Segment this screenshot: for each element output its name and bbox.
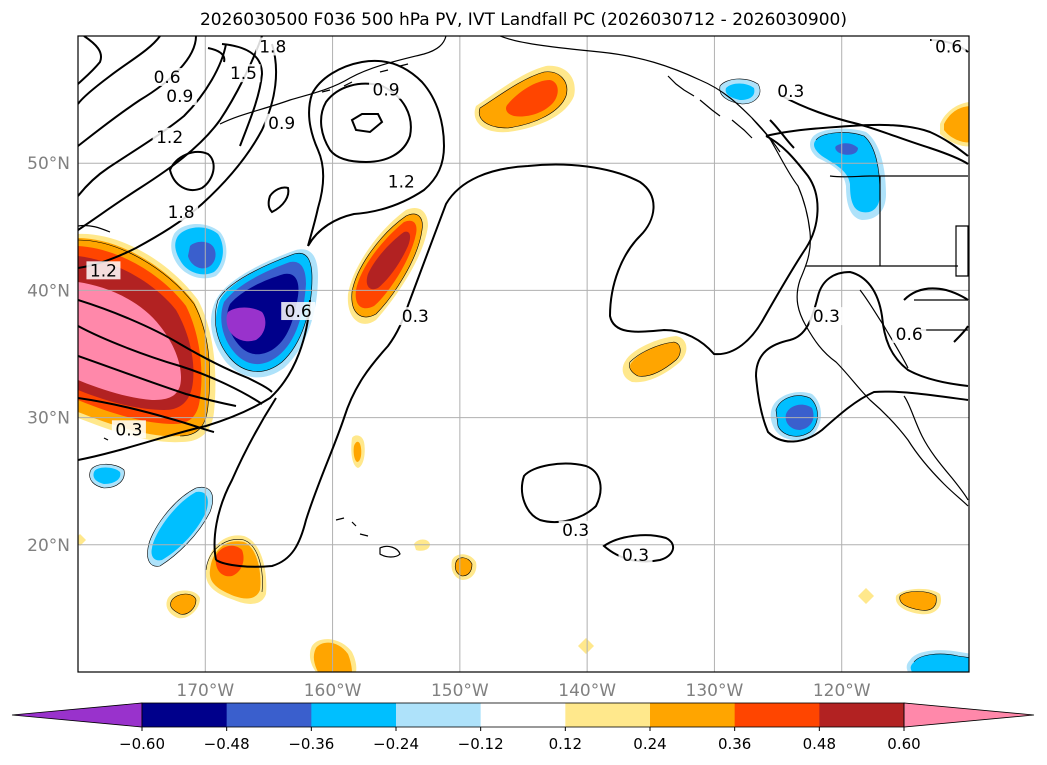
lat-tick-label: 40°N	[27, 281, 70, 301]
pv-label-backdrop	[152, 127, 187, 146]
pv-contour-label: 0.3	[622, 546, 649, 566]
colorbar-segment	[650, 703, 736, 727]
colorbar-tick-label: 0.24	[633, 735, 666, 753]
ivt-negative-blob-north	[171, 223, 227, 279]
colorbar-tick-label: 0.60	[887, 735, 920, 753]
pv-contour-label: 0.3	[402, 307, 429, 327]
pv-label-backdrop	[558, 520, 593, 539]
lon-tick-label: 130°W	[686, 681, 744, 701]
pv-contour-label: 0.6	[896, 325, 923, 345]
colorbar-extend-min	[11, 702, 143, 728]
pv-label-backdrop	[773, 81, 808, 100]
pv-contour-label: 1.8	[259, 37, 286, 57]
pv-label-backdrop	[369, 80, 404, 99]
colorbar-segment	[226, 703, 312, 727]
colorbar-segment	[396, 703, 482, 727]
ivt-positive-band-north	[347, 207, 428, 324]
pv-label-backdrop	[162, 87, 197, 106]
map-frame	[77, 35, 970, 673]
colorbar-segment	[142, 703, 228, 727]
ivt-positive-blob-northeast	[474, 65, 575, 133]
lon-tick-label: 160°W	[304, 681, 362, 701]
lon-tick-label: 170°W	[176, 681, 234, 701]
lat-tick-label: 30°N	[27, 409, 70, 429]
pv-label-backdrop	[892, 324, 927, 343]
pv-contour-label: 1.2	[156, 128, 183, 148]
colorbar-outline	[141, 702, 905, 728]
pv-contour-label: 1.2	[90, 261, 117, 281]
pv-label-backdrop	[398, 307, 433, 326]
colorbar-segment	[734, 703, 820, 727]
colorbar-tick-label: −0.60	[119, 735, 165, 753]
pv-label-backdrop	[618, 546, 653, 565]
colorbar-tick-label: −0.36	[288, 735, 334, 753]
colorbar-tick-label: −0.48	[204, 735, 250, 753]
pv-contour-label: 0.9	[373, 81, 400, 101]
colorbar-segment	[311, 703, 397, 727]
ivt-negative-blob-east	[770, 391, 821, 441]
pv-label-backdrop	[86, 261, 121, 280]
ivt-positive-blob-far-northeast	[940, 102, 969, 147]
pv-contour-label: 0.3	[115, 420, 142, 440]
colorbar-segment	[565, 703, 651, 727]
ivt-small-blobs-south	[78, 435, 969, 672]
pv-contour-label: 1.5	[230, 64, 257, 84]
colorbar-segment	[480, 703, 566, 727]
colorbar-tick-label: −0.12	[458, 735, 504, 753]
pv-contour-label: 0.3	[562, 521, 589, 541]
colorbar-tick-label: −0.24	[373, 735, 419, 753]
pv-contour-label: 1.8	[168, 203, 195, 223]
colorbar-tick-label: 0.36	[718, 735, 751, 753]
colorbar-extend-max	[903, 702, 1035, 728]
lon-tick-label: 150°W	[431, 681, 489, 701]
graticule	[78, 36, 969, 672]
pv-contour-label: 0.9	[166, 87, 193, 107]
coastlines	[78, 36, 969, 558]
lat-tick-label: 20°N	[27, 536, 70, 556]
pv-contour-labels: 0.6 1.51.80.91.20.90.91.21.81.20.6 0.30.30…	[86, 37, 966, 566]
lon-tick-label: 140°W	[558, 681, 616, 701]
pv-label-backdrop	[384, 172, 419, 191]
pv-label-backdrop	[931, 37, 966, 56]
ivt-negative-blob-northwest-coast	[719, 78, 886, 220]
colorbar-tick-label: 0.48	[803, 735, 836, 753]
pv-label-backdrop	[264, 113, 299, 132]
colorbar-segment	[819, 703, 905, 727]
pv-contour-label: 0.6	[285, 302, 312, 322]
colorbar: −0.60 −0.48 −0.36 −0.24 −0.12 0.12 0.24 0.36 0.4…	[11, 702, 1035, 753]
ivt-pc-shading	[78, 65, 969, 672]
pv-contour-label: 0.3	[777, 82, 804, 102]
ivt-negative-anomaly-central	[211, 249, 318, 378]
colorbar-tick-label: 0.12	[549, 735, 582, 753]
pv-label-backdrop	[255, 37, 290, 56]
pv-label-backdrop	[164, 202, 199, 221]
pv-label-backdrop	[226, 64, 261, 83]
pv-contour-label: 0.6	[935, 37, 962, 57]
pv-label-backdrop	[111, 420, 146, 439]
pv-label-backdrop	[809, 307, 844, 326]
axis-tick-labels: 170°W 160°W 150°W 140°W 130°W 120°W 20°N 30°N 40…	[27, 154, 871, 701]
pv-label-backdrop	[150, 67, 185, 86]
lon-tick-label: 120°W	[813, 681, 871, 701]
pv-contour-label: 0.6	[154, 68, 181, 88]
map-title: 2026030500 F036 500 hPa PV, IVT Landfall…	[199, 10, 847, 30]
pv-label-backdrop	[281, 302, 316, 321]
pv-contour-label: 0.3	[813, 307, 840, 327]
lat-tick-label: 50°N	[27, 154, 70, 174]
pv-contour-label: 0.9	[268, 114, 295, 134]
pv-contour-label: 1.2	[388, 172, 415, 192]
ivt-positive-blob-mid	[622, 336, 687, 383]
